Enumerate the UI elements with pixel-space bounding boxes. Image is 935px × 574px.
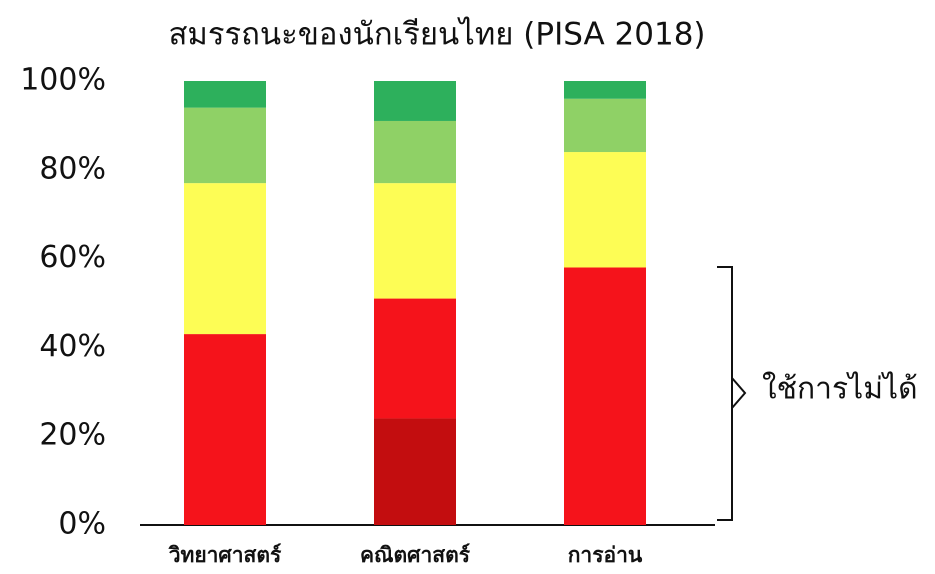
bar-segment bbox=[184, 334, 266, 525]
bar-segment bbox=[374, 183, 456, 299]
y-tick-label: 20% bbox=[39, 418, 106, 453]
bar-segment bbox=[184, 107, 266, 184]
bar-segment bbox=[374, 298, 456, 419]
y-tick-label: 0% bbox=[58, 507, 106, 542]
bar-segment bbox=[564, 81, 646, 99]
bar-segment bbox=[564, 267, 646, 525]
annotation: ใช้การไม่ได้ bbox=[762, 371, 918, 407]
y-tick-label: 60% bbox=[39, 240, 106, 275]
bar-segment bbox=[374, 81, 456, 121]
bar-segment bbox=[184, 183, 266, 335]
bar-segment bbox=[184, 81, 266, 108]
x-tick-label: คณิตศาสตร์ bbox=[360, 543, 471, 567]
bracket bbox=[717, 266, 747, 521]
bar-segment bbox=[564, 152, 646, 268]
x-tick-label: วิทยาศาสตร์ bbox=[167, 543, 282, 567]
y-tick-label: 80% bbox=[39, 151, 106, 186]
x-tick-label: การอ่าน bbox=[568, 543, 643, 567]
bar-segment bbox=[374, 418, 456, 525]
bar-segment bbox=[374, 120, 456, 184]
bar-segment bbox=[564, 98, 646, 153]
y-tick-label: 40% bbox=[39, 329, 106, 364]
chart-title: สมรรถนะของนักเรียนไทย (PISA 2018) bbox=[168, 17, 705, 53]
y-tick-label: 100% bbox=[20, 63, 106, 98]
